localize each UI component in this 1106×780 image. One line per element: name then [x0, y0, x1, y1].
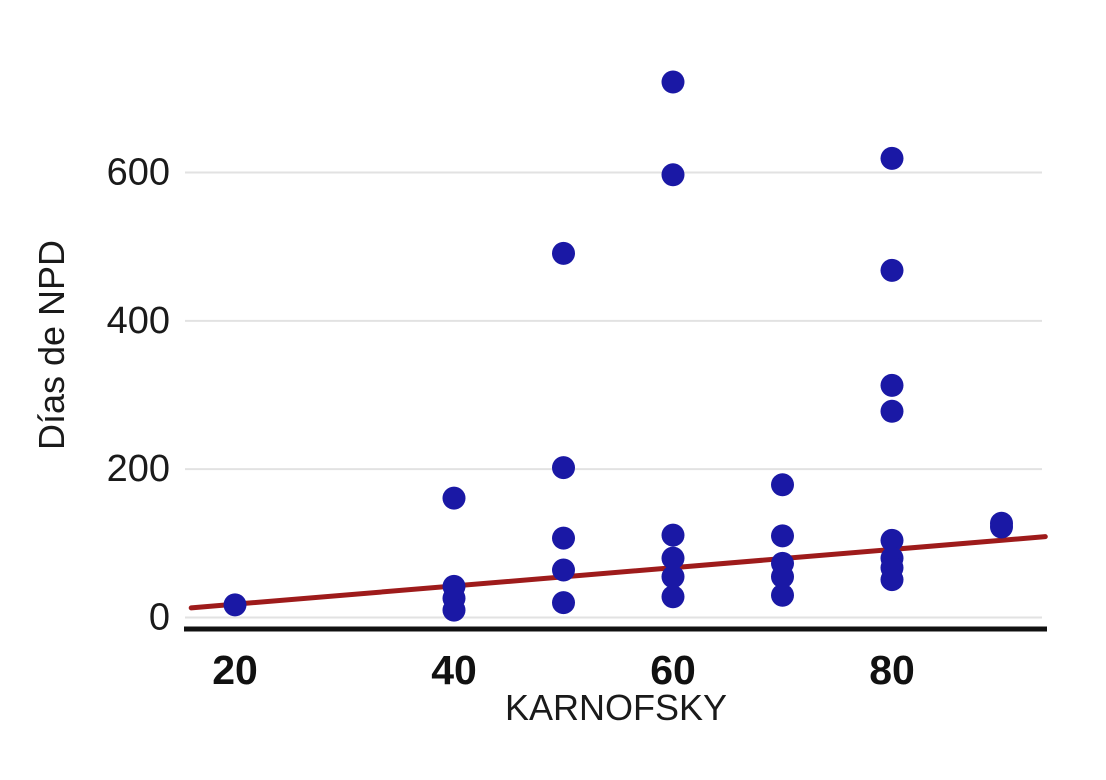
x-axis-title: KARNOFSKY: [505, 687, 727, 728]
data-point: [661, 523, 685, 547]
data-point: [990, 515, 1013, 539]
data-point: [771, 473, 794, 497]
y-axis-title: Días de NPD: [31, 240, 72, 450]
data-point: [552, 241, 575, 265]
y-tick-label: 400: [107, 300, 170, 342]
x-tick-label: 80: [869, 647, 915, 693]
y-tick-label: 600: [107, 151, 170, 193]
x-ticks-layer: 20 40 60 80: [212, 647, 915, 693]
x-tick-label: 40: [431, 647, 477, 693]
data-point: [661, 585, 685, 609]
data-point: [442, 598, 466, 622]
x-tick-label: 60: [650, 647, 696, 693]
data-point: [880, 568, 904, 592]
data-point: [771, 583, 794, 607]
data-point: [880, 399, 904, 423]
data-point: [442, 486, 466, 510]
data-point: [661, 565, 685, 589]
data-point: [880, 528, 904, 552]
data-point: [552, 456, 575, 480]
trend-line: [188, 534, 1048, 611]
data-point: [552, 526, 575, 550]
data-point: [661, 70, 685, 94]
data-point: [552, 591, 575, 615]
data-point: [771, 565, 794, 589]
data-point: [880, 146, 904, 170]
x-tick-label: 20: [212, 647, 258, 693]
data-point: [880, 373, 904, 397]
points-layer: [223, 70, 1013, 622]
data-point: [771, 524, 794, 548]
data-point: [661, 163, 685, 187]
data-point: [223, 593, 247, 617]
trend-layer: [188, 534, 1048, 611]
y-tick-label: 0: [149, 597, 170, 639]
gridlines-layer: 0 200 400 600: [107, 151, 1042, 639]
data-point: [661, 546, 685, 570]
data-point: [552, 558, 575, 582]
y-tick-label: 200: [107, 448, 170, 490]
data-point: [880, 258, 904, 282]
